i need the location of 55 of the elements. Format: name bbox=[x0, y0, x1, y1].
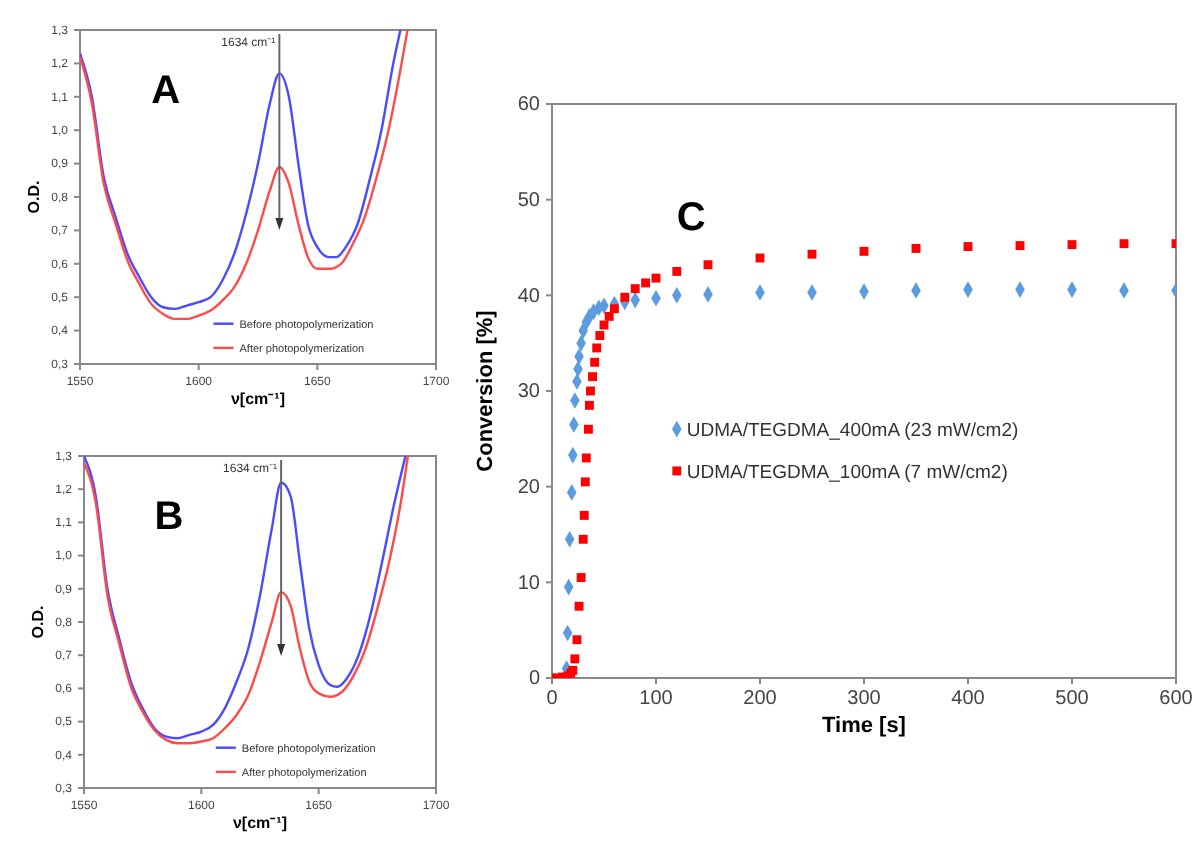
point bbox=[859, 246, 869, 256]
point bbox=[1015, 241, 1025, 251]
point bbox=[583, 424, 593, 434]
text: B bbox=[154, 495, 184, 540]
point bbox=[651, 273, 661, 283]
point bbox=[703, 260, 713, 270]
point bbox=[807, 249, 817, 259]
legend-label: UDMA/TEGDMA_100mA (7 mW/cm2) bbox=[686, 461, 1008, 484]
y-tick-label: 30 bbox=[517, 381, 541, 404]
y-tick-label: 0 bbox=[528, 668, 541, 691]
text: A bbox=[151, 69, 181, 114]
point bbox=[586, 386, 595, 396]
x-axis-title: Time [s] bbox=[822, 714, 907, 738]
y-tick-label: 60 bbox=[517, 94, 541, 117]
point bbox=[578, 534, 588, 544]
x-axis-title: ν[cm⁻¹] bbox=[230, 390, 286, 408]
x-tick-label: 500 bbox=[1055, 688, 1090, 711]
legend-label: UDMA/TEGDMA_400mA (23 mW/cm2) bbox=[686, 419, 1019, 442]
point bbox=[595, 331, 605, 340]
point bbox=[570, 654, 580, 664]
text: C bbox=[676, 196, 706, 241]
point bbox=[604, 311, 614, 321]
y-axis-title: Conversion [%] bbox=[474, 309, 498, 472]
x-tick-label: 600 bbox=[1159, 688, 1194, 711]
y-axis-title: O.D. bbox=[29, 605, 48, 639]
point bbox=[672, 266, 682, 276]
x-axis-title: ν[cm⁻¹] bbox=[232, 814, 288, 832]
point bbox=[590, 357, 600, 367]
point bbox=[588, 372, 598, 382]
point bbox=[620, 292, 630, 302]
point bbox=[641, 278, 651, 288]
x-tick-label: 100 bbox=[639, 688, 674, 711]
point bbox=[911, 244, 921, 253]
x-tick-label: 0 bbox=[546, 688, 559, 711]
point bbox=[580, 477, 590, 487]
y-tick-label: 40 bbox=[517, 285, 541, 308]
point bbox=[584, 400, 594, 410]
point bbox=[1119, 239, 1129, 249]
y-tick-label: 10 bbox=[517, 572, 541, 595]
x-tick-label: 300 bbox=[847, 688, 882, 711]
point bbox=[581, 453, 591, 463]
point bbox=[576, 573, 586, 582]
y-tick-label: 20 bbox=[517, 477, 541, 500]
point bbox=[579, 510, 589, 520]
y-tick-label: 50 bbox=[517, 190, 541, 213]
point bbox=[609, 304, 619, 314]
point bbox=[963, 242, 973, 251]
point bbox=[572, 635, 582, 645]
point bbox=[592, 343, 602, 353]
point bbox=[574, 601, 584, 611]
x-tick-label: 400 bbox=[951, 688, 986, 711]
x-tick-label: 200 bbox=[743, 688, 778, 711]
y-axis-title: O.D. bbox=[25, 180, 44, 214]
point bbox=[1067, 240, 1077, 250]
point bbox=[630, 284, 640, 294]
